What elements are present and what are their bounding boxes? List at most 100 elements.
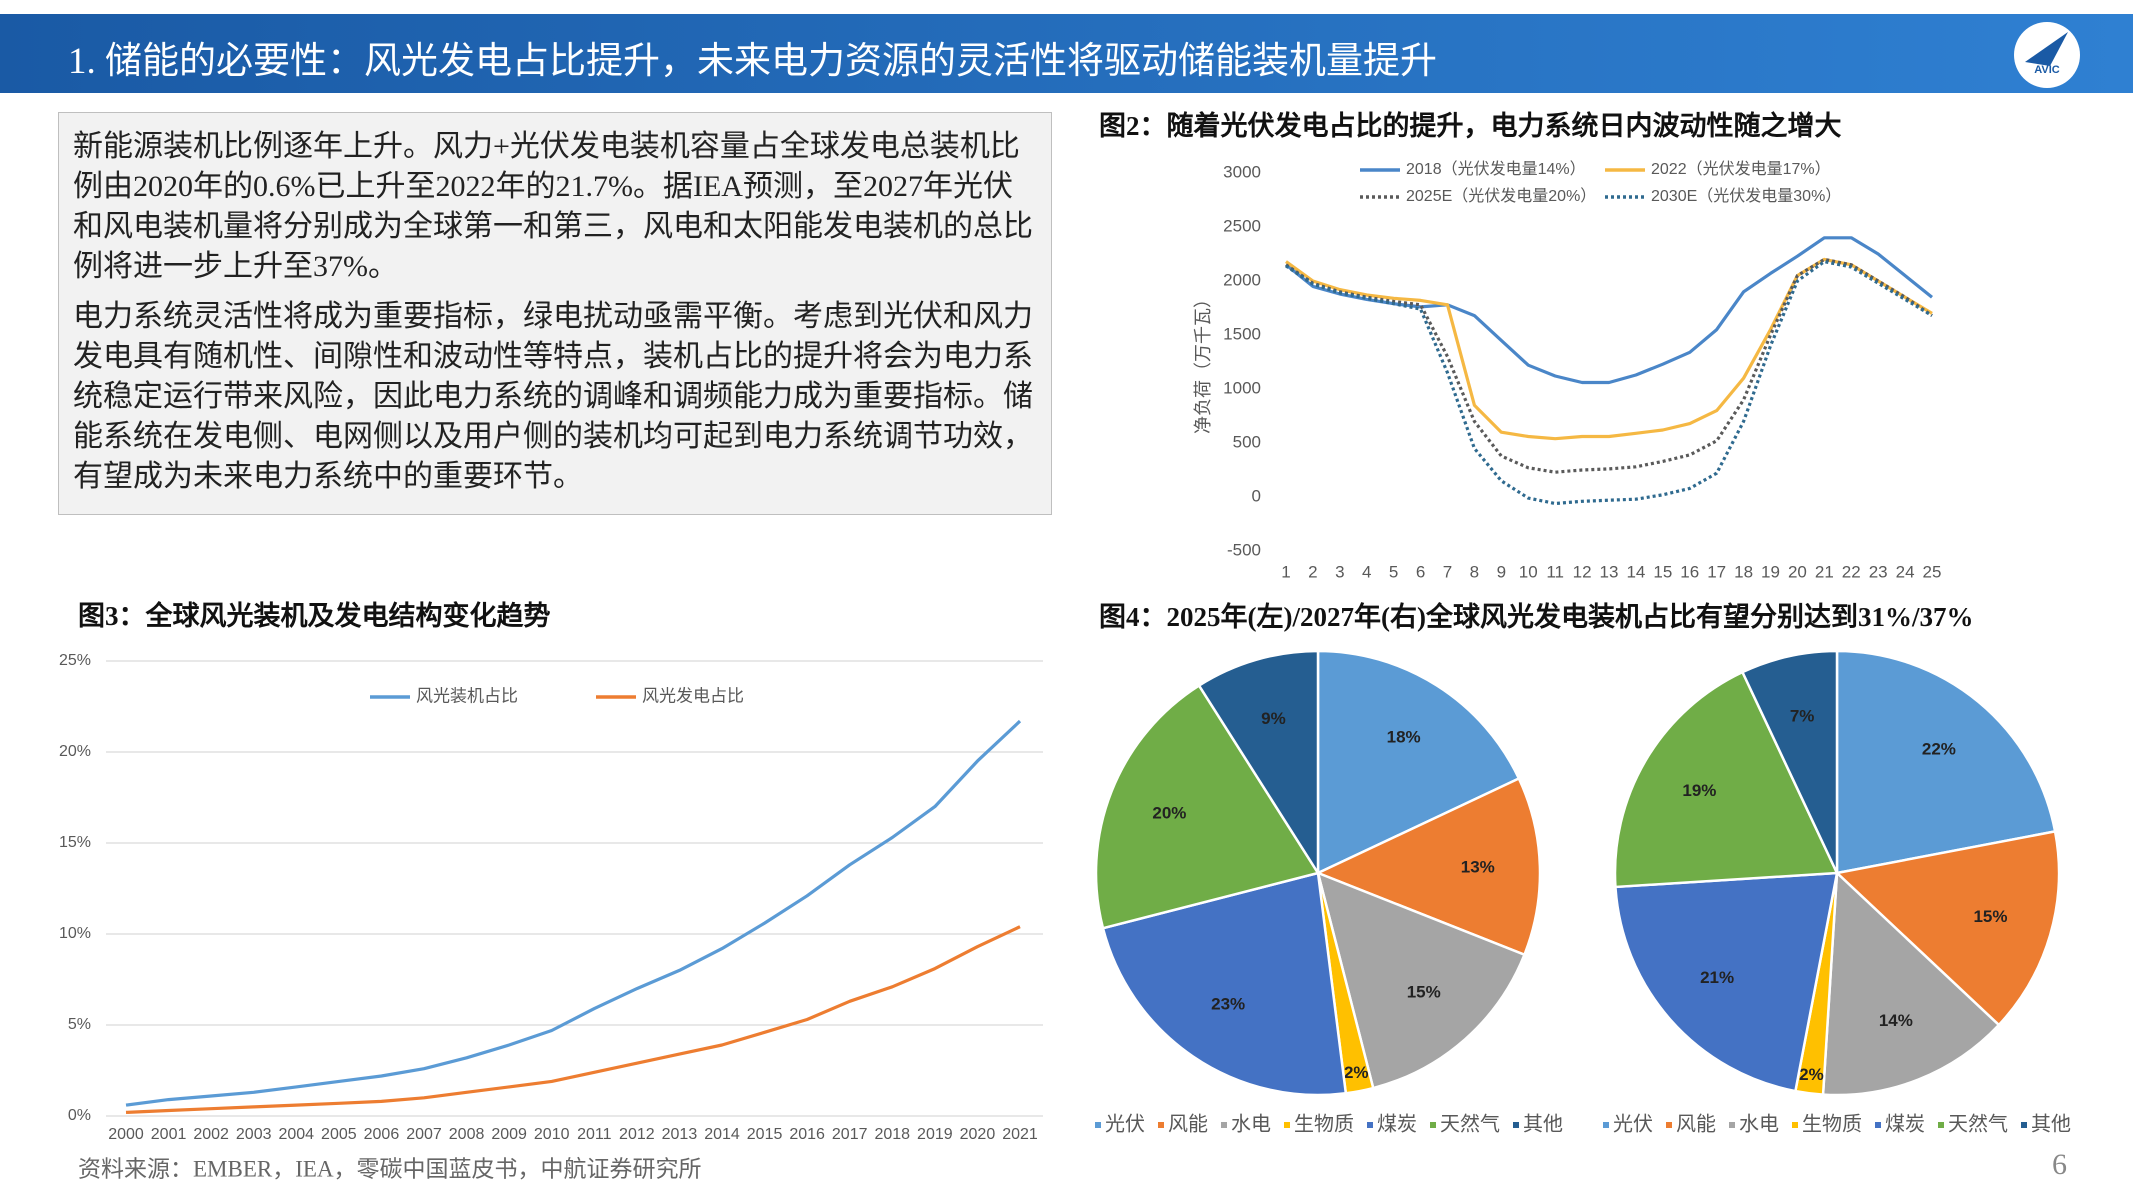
- legend-label: 2030E（光伏发电量30%）: [1651, 187, 1841, 205]
- x-tick-label: 2: [1308, 562, 1317, 581]
- x-tick-label: 2021: [1002, 1126, 1038, 1143]
- legend-label: 风能: [1168, 1112, 1208, 1135]
- x-tick-label: 2005: [321, 1126, 357, 1143]
- x-tick-label: 2016: [789, 1126, 825, 1143]
- y-tick-label: 2000: [1223, 270, 1261, 289]
- legend-label: 水电: [1231, 1112, 1271, 1135]
- series-line: [1284, 236, 1934, 385]
- x-tick-label: 17: [1707, 562, 1726, 581]
- x-tick-label: 2009: [491, 1126, 527, 1143]
- x-tick-label: 21: [1815, 562, 1834, 581]
- x-tick-label: 24: [1896, 562, 1915, 581]
- pie-slice: [1834, 829, 2061, 1027]
- chart-title: 图3：全球风光装机及发电结构变化趋势: [78, 600, 551, 631]
- logo-icon: [2025, 32, 2068, 66]
- x-tick-label: 5: [1389, 562, 1398, 581]
- chart-title: 图2：随着光伏发电占比的提升，电力系统日内波动性随之增大: [1099, 110, 1842, 141]
- x-tick-label: 2015: [747, 1126, 783, 1143]
- data-label: 14%: [1879, 1011, 1913, 1030]
- x-tick-label: 25: [1923, 562, 1942, 581]
- x-tick-label: 2002: [193, 1126, 229, 1143]
- data-label: 23%: [1211, 995, 1245, 1014]
- x-tick-label: 2018: [874, 1126, 910, 1143]
- pie-slice: [1101, 871, 1348, 1097]
- legend-swatch: [1158, 1122, 1164, 1128]
- y-tick-label: 3000: [1223, 162, 1261, 181]
- pie-slice: [1316, 649, 1521, 875]
- legend-label: 生物质: [1802, 1112, 1862, 1135]
- x-tick-label: 15: [1653, 562, 1672, 581]
- chart-title: 图4：2025年(左)/2027年(右)全球风光发电装机占比有望分别达到31%/…: [1099, 601, 1973, 632]
- legend-label: 煤炭: [1377, 1112, 1417, 1135]
- series-line: [1285, 257, 1933, 441]
- pie-slice: [1821, 870, 2001, 1097]
- x-tick-label: 2019: [917, 1126, 953, 1143]
- data-label: 2%: [1799, 1065, 1824, 1084]
- legend-label: 天然气: [1440, 1112, 1500, 1135]
- legend-label: 光伏: [1613, 1112, 1653, 1135]
- x-tick-label: 19: [1761, 562, 1780, 581]
- x-tick-label: 2006: [364, 1126, 400, 1143]
- pie-slice: [1094, 683, 1320, 930]
- paragraph: 电力系统灵活性将成为重要指标，绿电扰动亟需平衡。考虑到光伏和风力发电具有随机性、…: [73, 300, 1033, 493]
- legend-swatch: [1095, 1122, 1101, 1128]
- y-tick-label: 2500: [1223, 216, 1261, 235]
- x-tick-label: 8: [1470, 562, 1479, 581]
- legend-swatch: [1938, 1122, 1944, 1128]
- legend-swatch: [1792, 1122, 1798, 1128]
- x-tick-label: 2004: [278, 1126, 314, 1143]
- x-tick-label: 23: [1869, 562, 1888, 581]
- series-line: [1285, 260, 1933, 506]
- legend-swatch: [1666, 1122, 1672, 1128]
- legend-label: 天然气: [1948, 1112, 2008, 1135]
- header-bar: 1. 储能的必要性：风光发电占比提升，未来电力资源的灵活性将驱动储能装机量提升: [0, 14, 2133, 93]
- x-tick-label: 7: [1443, 562, 1452, 581]
- y-tick-label: 1500: [1223, 324, 1261, 343]
- data-label: 7%: [1790, 706, 1815, 725]
- pie-slice: [1614, 871, 1839, 1093]
- x-tick-label: 2003: [236, 1126, 272, 1143]
- x-tick-label: 2012: [619, 1126, 655, 1143]
- y-tick-label: 5%: [68, 1016, 91, 1033]
- y-axis-label: 净负荷（万千瓦）: [1193, 290, 1213, 434]
- x-tick-label: 13: [1600, 562, 1619, 581]
- series-line: [1285, 257, 1933, 474]
- legend-label: 煤炭: [1885, 1112, 1925, 1135]
- legend-swatch: [1603, 1122, 1609, 1128]
- x-tick-label: 2001: [151, 1126, 187, 1143]
- pie-slice: [1197, 649, 1320, 878]
- x-tick-label: 11: [1546, 562, 1564, 581]
- data-label: 19%: [1682, 781, 1716, 800]
- data-label: 20%: [1152, 804, 1186, 823]
- x-tick-label: 9: [1497, 562, 1506, 581]
- x-tick-label: 2007: [406, 1126, 442, 1143]
- pie-slice: [1316, 870, 1527, 1090]
- y-tick-label: 1000: [1223, 378, 1261, 397]
- series-line: [125, 719, 1022, 1107]
- data-label: 15%: [1973, 907, 2007, 926]
- data-label: 18%: [1387, 728, 1421, 747]
- legend-swatch: [1221, 1122, 1227, 1128]
- x-tick-label: 2020: [960, 1126, 996, 1143]
- legend-swatch: [1284, 1122, 1290, 1128]
- x-tick-label: 16: [1680, 562, 1699, 581]
- x-tick-label: 22: [1842, 562, 1861, 581]
- logo-text: AVIC: [2034, 64, 2060, 76]
- legend-label: 其他: [2031, 1112, 2071, 1135]
- pie-slice: [1613, 670, 1839, 889]
- legend-label: 生物质: [1294, 1112, 1354, 1135]
- legend-label: 其他: [1523, 1112, 1563, 1135]
- x-tick-label: 18: [1734, 562, 1753, 581]
- y-tick-label: 500: [1233, 432, 1261, 451]
- x-tick-label: 2008: [449, 1126, 485, 1143]
- y-tick-label: -500: [1227, 540, 1261, 559]
- x-tick-label: 1: [1281, 562, 1290, 581]
- pie-slice: [1740, 649, 1839, 874]
- x-tick-label: 2010: [534, 1126, 570, 1143]
- y-tick-label: 20%: [59, 743, 91, 760]
- pie-slice: [1314, 776, 1542, 957]
- source: 资料来源：EMBER，IEA，零碳中国蓝皮书，中航证券研究所: [78, 1156, 702, 1181]
- legend-swatch: [1729, 1122, 1735, 1128]
- series-line: [125, 925, 1021, 1114]
- x-tick-label: 3: [1335, 562, 1344, 581]
